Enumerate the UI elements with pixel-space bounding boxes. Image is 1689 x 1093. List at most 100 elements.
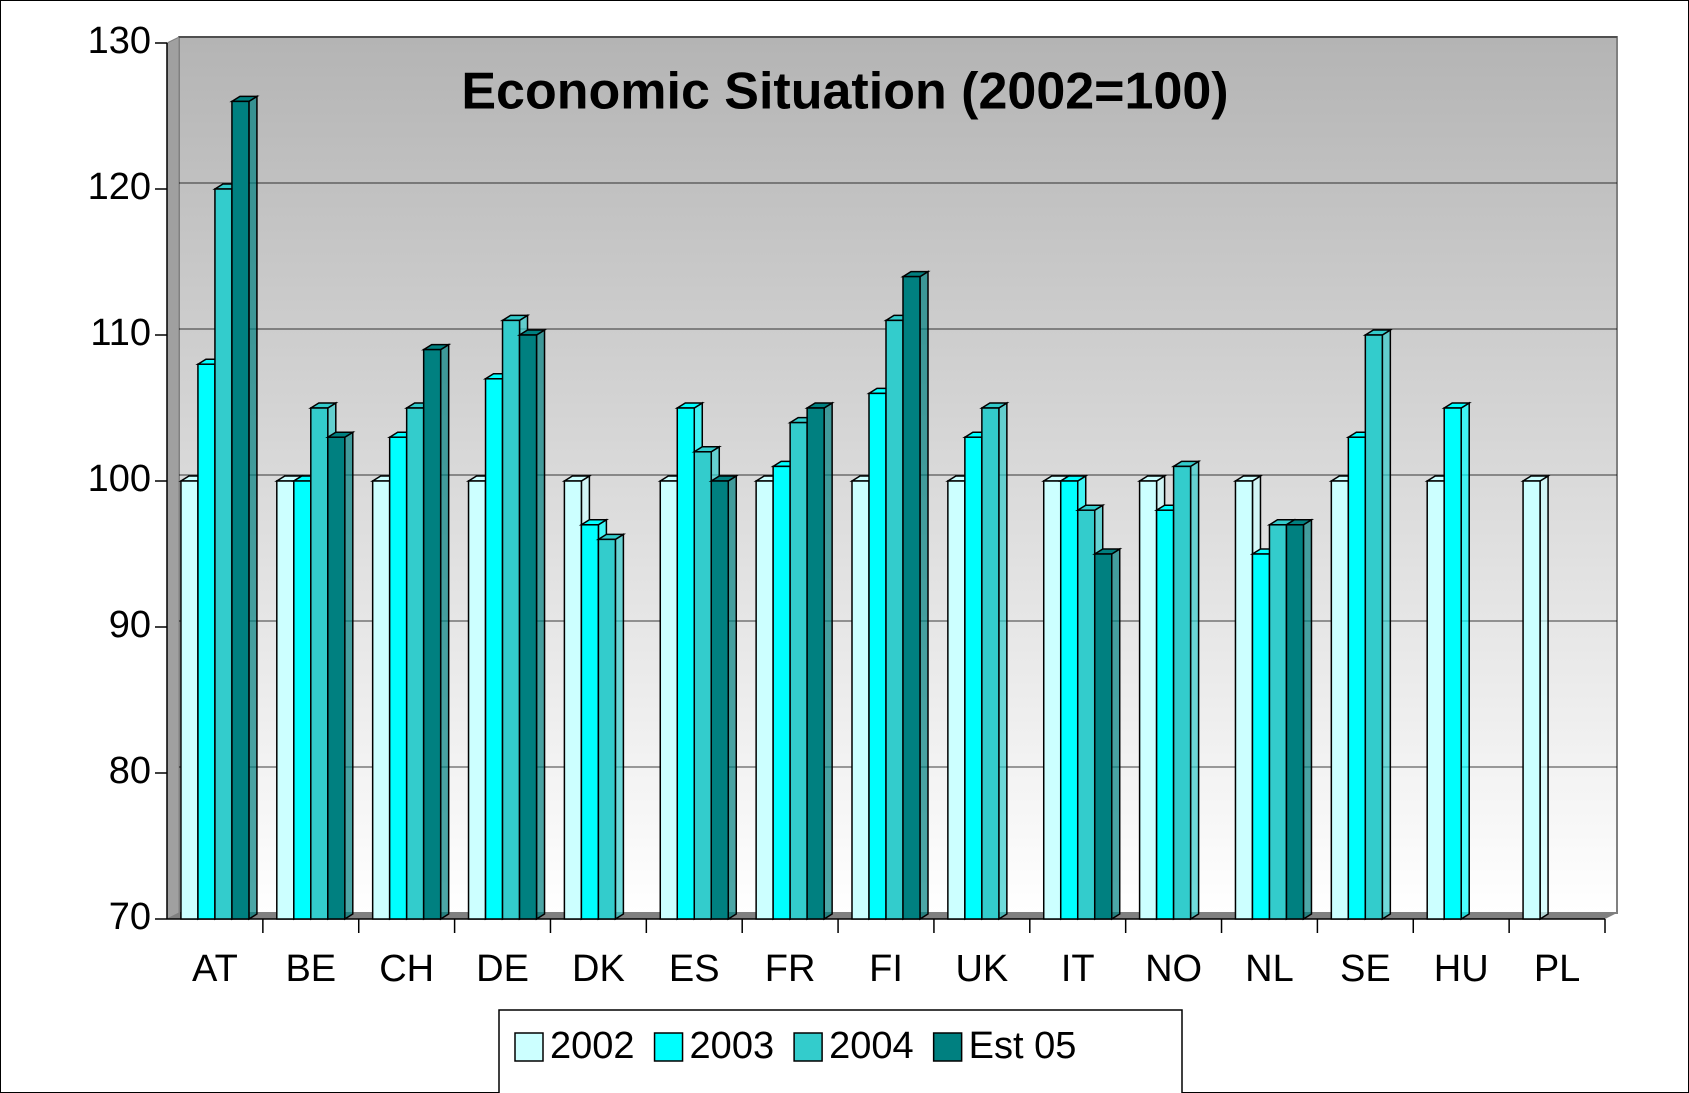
bar [1059,480,1079,920]
bar [772,465,791,920]
x-tick-label: DK [572,948,625,990]
x-tick-label: DE [476,948,529,990]
bar [197,363,216,920]
bar [518,334,538,920]
bar [405,407,425,920]
bar [388,436,408,920]
bar [1076,509,1096,920]
bar [501,319,521,920]
bar [806,407,825,920]
bar [1234,480,1254,920]
legend-swatch [514,1032,544,1062]
x-tick-label: HU [1434,948,1489,990]
bar [1364,334,1384,920]
x-tick-label: BE [285,948,336,990]
x-tick-label: ES [669,948,720,990]
bar [885,319,904,920]
x-tick-label: SE [1340,948,1391,990]
bar [276,480,295,920]
bar [1138,480,1158,920]
bar [902,275,921,920]
bar [231,100,250,920]
bar [580,524,600,920]
y-tick-label: 90 [109,604,151,646]
bar-side [1189,460,1200,921]
bar-side [1539,474,1549,921]
bar [422,348,442,920]
x-tick-label: PL [1534,948,1580,990]
legend-swatch [793,1032,823,1062]
bar [371,480,391,920]
x-tick-label: NL [1245,948,1294,990]
bar [1093,553,1113,920]
bar [597,538,617,920]
bar-side [1110,547,1121,921]
bar-side [1381,328,1392,921]
y-tick-label: 120 [88,166,151,208]
bar [1443,407,1462,920]
bar-side [248,95,258,921]
bar [693,451,713,920]
bar [180,480,199,920]
y-tick-label: 80 [109,750,151,792]
x-tick-label: IT [1061,948,1095,990]
bar-side [1302,518,1313,921]
legend-label: 2003 [690,1025,775,1067]
bar [1251,553,1271,920]
legend-swatch [653,1032,684,1062]
bar [293,480,312,920]
legend [498,1009,1183,1093]
bar [755,480,774,920]
bar [1426,480,1445,920]
bar [1522,480,1541,920]
bar [467,480,487,920]
x-tick-label: NO [1145,948,1202,990]
legend-swatch [932,1032,963,1062]
x-tick-label: FI [869,948,903,990]
legend-label: 2004 [829,1025,914,1067]
bar [659,480,679,920]
bar [327,436,346,920]
bar-side [1460,401,1470,921]
x-tick-label: CH [379,948,434,990]
bar [947,480,966,920]
bar [710,480,730,920]
bar-side [439,343,450,921]
bar-side [535,328,546,921]
x-tick-label: UK [955,948,1008,990]
y-tick-label: 130 [88,20,151,62]
y-tick-label: 70 [109,896,151,938]
y-tick-label: 100 [88,458,151,500]
bar [1042,480,1062,920]
bar [789,421,808,920]
bar-side [823,401,833,921]
bar-side [998,401,1008,921]
bar [964,436,983,920]
bar [1268,524,1288,920]
x-tick-label: AT [192,948,238,990]
bar [1172,465,1192,920]
bar-side [727,474,738,921]
side-wall [166,36,180,920]
bar [214,188,233,920]
bar [1347,436,1367,920]
bar [1330,480,1350,920]
bar [1155,509,1175,920]
legend-label: Est 05 [969,1025,1077,1067]
bar-side [344,430,354,921]
bar [868,392,887,920]
bar [563,480,583,920]
y-tick-label: 110 [90,312,151,354]
bar [851,480,870,920]
bar-side [919,270,929,921]
bar [981,407,1000,920]
bar-side [614,533,625,921]
chart-title: Economic Situation (2002=100) [461,63,1228,121]
x-tick-label: FR [765,948,816,990]
bar [484,378,504,920]
bar [1285,524,1305,920]
bar [676,407,696,920]
bar [310,407,329,920]
legend-label: 2002 [550,1025,635,1067]
